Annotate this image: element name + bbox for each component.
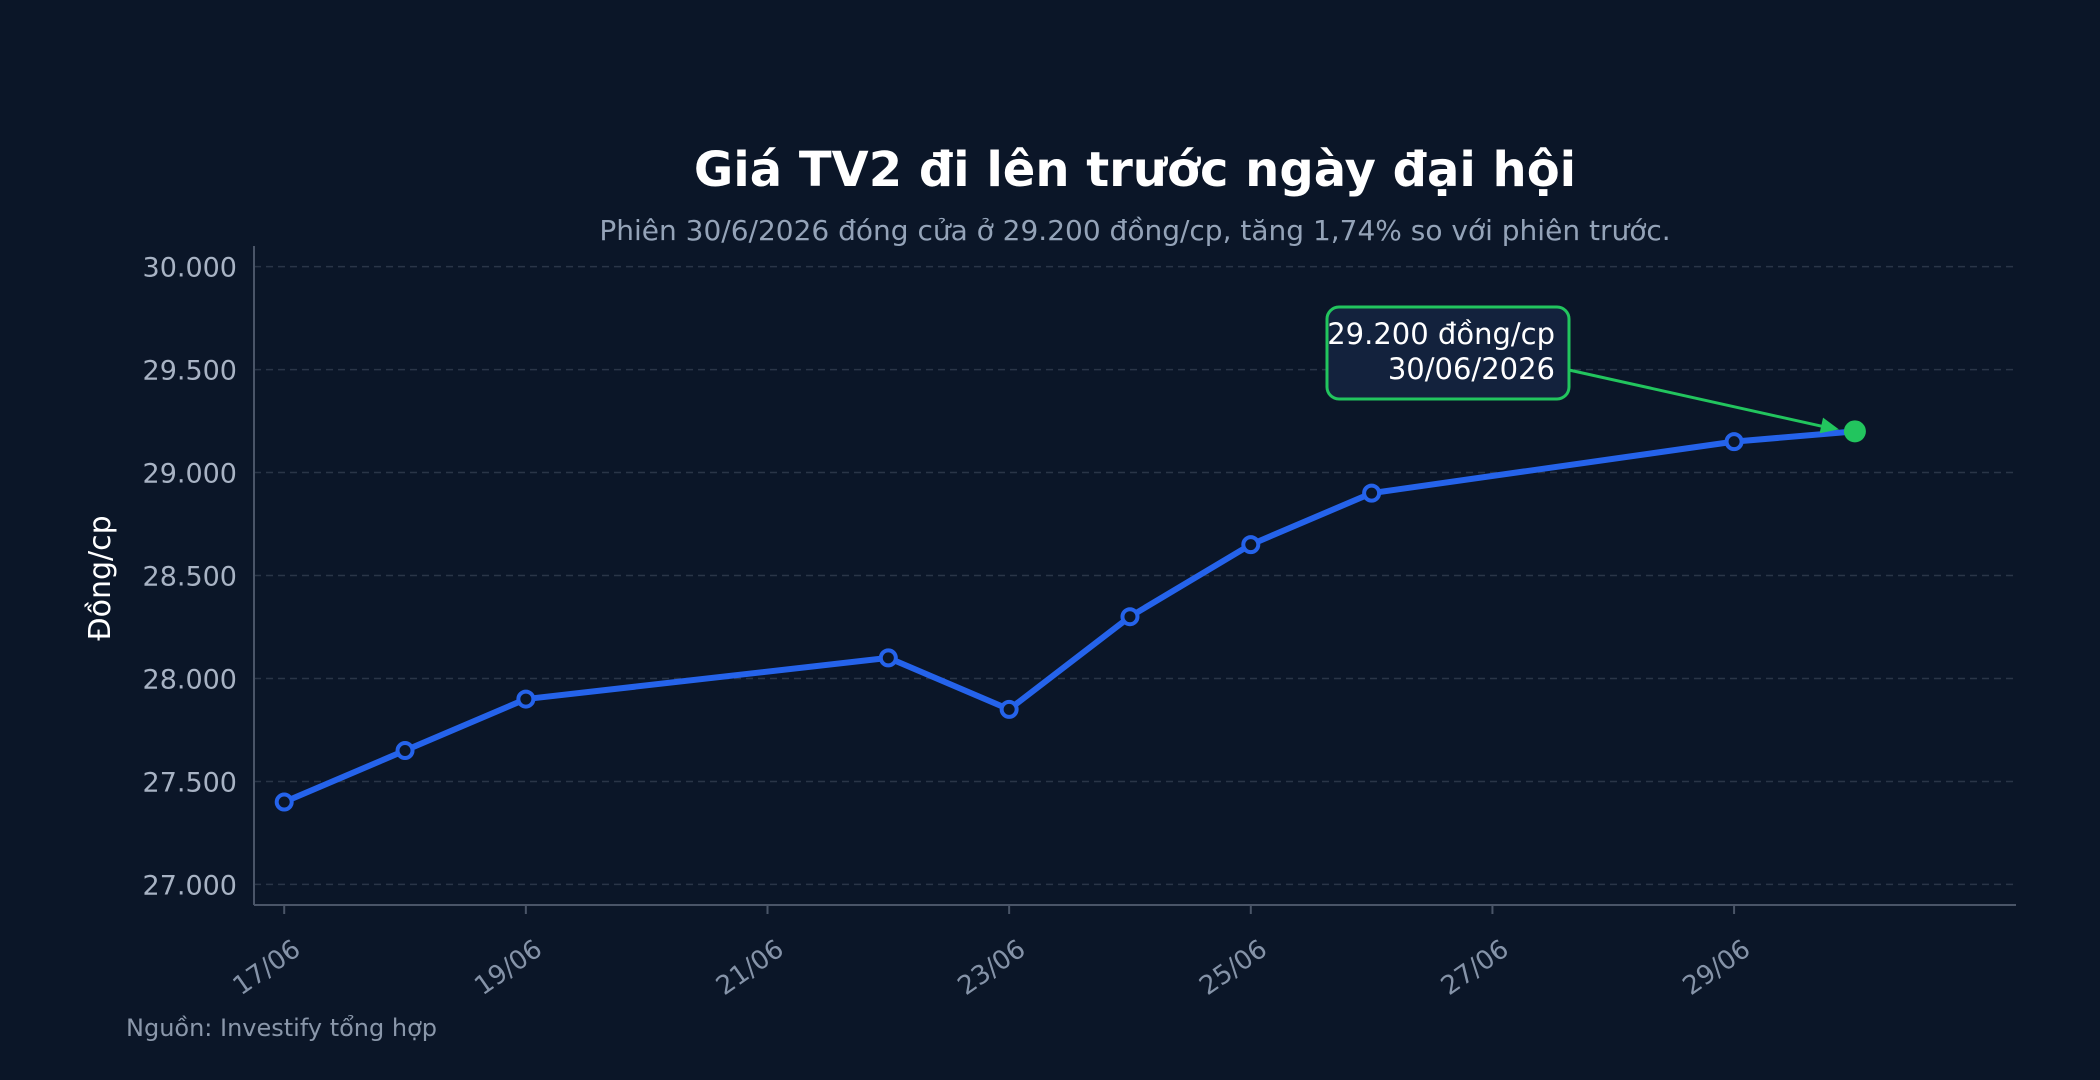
- y-tick-label: 28.500: [143, 562, 237, 593]
- data-point-marker: [274, 792, 294, 812]
- y-tick-label: 30.000: [143, 253, 237, 284]
- x-tick-label: 29/06: [1678, 934, 1757, 1002]
- data-point-marker: [395, 741, 415, 761]
- price-series: [274, 428, 1858, 812]
- gridlines: [254, 265, 2016, 886]
- x-tick-label: 25/06: [1194, 934, 1273, 1002]
- chart-subtitle: Phiên 30/6/2026 đóng cửa ở 29.200 đồng/c…: [599, 214, 1670, 247]
- series-line: [281, 428, 1858, 806]
- annotation-arrow: [1568, 368, 1830, 430]
- x-tick-label: 17/06: [228, 934, 307, 1002]
- annotation-price-label: 29.200 đồng/cp: [1327, 317, 1555, 351]
- x-tick-label: 19/06: [469, 934, 548, 1002]
- y-tick-label: 29.500: [143, 356, 237, 387]
- x-tick-label: 21/06: [711, 934, 790, 1002]
- annotation-date-label: 30/06/2026: [1388, 352, 1555, 386]
- y-tick-label: 28.000: [143, 664, 237, 695]
- data-point-marker: [1362, 483, 1382, 503]
- x-tick-label: 23/06: [953, 934, 1032, 1002]
- y-tick-label: 27.000: [143, 870, 237, 901]
- y-axis-title: Đồng/cp: [83, 515, 118, 640]
- y-tick-label: 27.500: [143, 767, 237, 798]
- x-axis-ticks: 17/06 19/06 21/06 23/06 25/06 27/06 29/06: [228, 905, 1756, 1002]
- y-axis-ticks: 27.000 27.500 28.000 28.500 29.000 29.500 30.0…: [143, 253, 237, 902]
- axes: [253, 246, 2016, 906]
- data-point-marker: [999, 699, 1019, 719]
- y-tick-label: 29.000: [143, 459, 237, 490]
- annotation-arrowhead: [1819, 417, 1839, 434]
- highlight-point: [1843, 420, 1866, 443]
- data-point-marker: [1724, 432, 1744, 452]
- data-point-marker: [516, 689, 536, 709]
- source-note: Nguồn: Investify tổng hợp: [126, 1014, 437, 1042]
- chart-title: Giá TV2 đi lên trước ngày đại hội: [694, 142, 1576, 198]
- x-tick-label: 27/06: [1436, 934, 1515, 1002]
- data-point-marker: [1120, 607, 1140, 627]
- data-point-marker: [1241, 535, 1261, 555]
- last-price-annotation: 29.200 đồng/cp 30/06/2026: [1325, 305, 1866, 443]
- data-point-marker: [878, 648, 898, 668]
- annotation-box: [1325, 305, 1571, 401]
